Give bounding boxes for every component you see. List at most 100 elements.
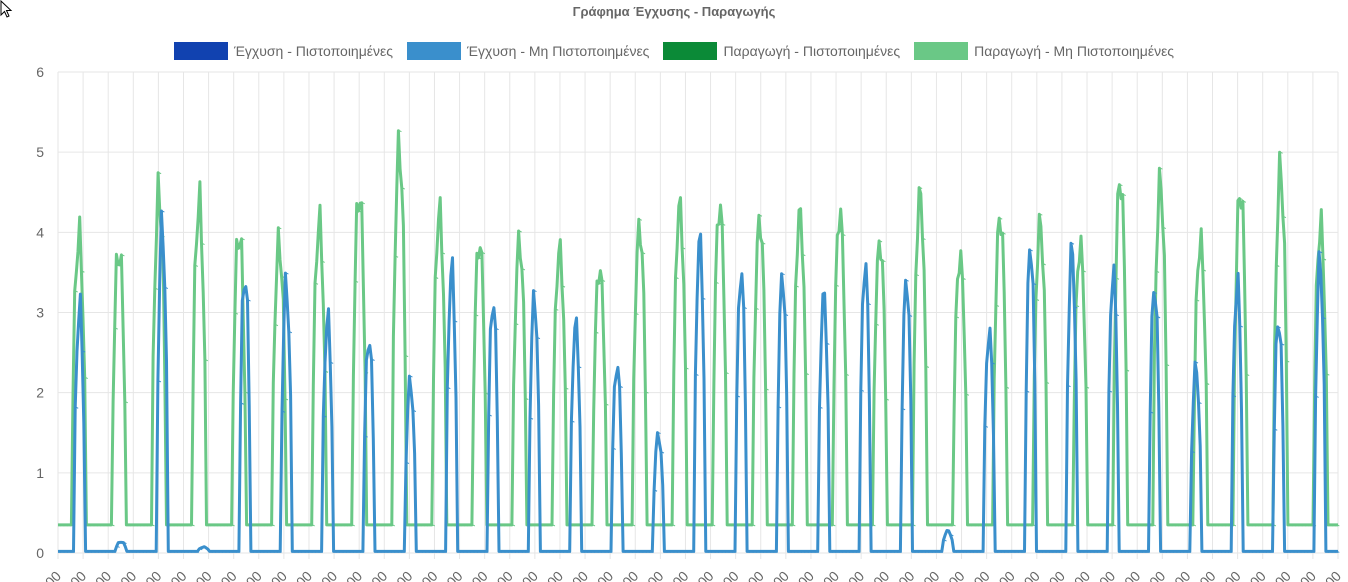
data-point-production-uncertified xyxy=(599,282,602,285)
data-point-production-uncertified xyxy=(178,524,182,527)
data-point-injection-uncertified xyxy=(1116,314,1119,317)
data-point-injection-uncertified xyxy=(458,550,461,553)
x-tick-label: 00 xyxy=(418,568,440,582)
legend-item-production-uncertified[interactable]: Παραγωγή - Μη Πιστοποιημένες xyxy=(914,42,1174,60)
data-point-production-uncertified xyxy=(512,524,516,527)
data-point-injection-uncertified xyxy=(306,550,310,553)
data-point-production-uncertified xyxy=(389,524,392,527)
data-point-injection-uncertified xyxy=(158,380,162,383)
data-point-injection-uncertified xyxy=(465,550,468,553)
data-point-production-uncertified xyxy=(949,524,953,527)
data-point-production-uncertified xyxy=(1156,270,1160,273)
data-point-injection-uncertified xyxy=(444,550,448,553)
data-point-production-uncertified xyxy=(1196,299,1200,302)
data-point-injection-uncertified xyxy=(1257,550,1261,553)
x-tick-label: 00 xyxy=(719,568,741,582)
data-point-injection-uncertified xyxy=(637,550,641,553)
data-point-production-uncertified xyxy=(375,524,379,527)
data-point-injection-uncertified xyxy=(434,550,437,553)
data-point-injection-uncertified xyxy=(310,550,313,553)
x-tick-label: 00 xyxy=(368,568,390,582)
data-point-injection-uncertified xyxy=(89,550,93,553)
data-point-production-uncertified xyxy=(399,130,402,133)
data-point-production-uncertified xyxy=(295,524,299,527)
data-point-injection-uncertified xyxy=(1023,550,1026,553)
data-point-production-uncertified xyxy=(819,524,823,527)
data-point-injection-uncertified xyxy=(175,550,179,553)
data-point-injection-uncertified xyxy=(871,550,875,553)
data-point-production-uncertified xyxy=(546,524,549,527)
data-point-production-uncertified xyxy=(202,243,205,246)
data-point-production-uncertified xyxy=(462,524,466,527)
data-point-injection-uncertified xyxy=(379,550,382,553)
data-point-production-uncertified xyxy=(566,387,569,390)
data-point-production-uncertified xyxy=(312,524,315,527)
data-point-injection-uncertified xyxy=(237,550,241,553)
data-point-production-uncertified xyxy=(773,524,776,527)
data-point-production-uncertified xyxy=(659,524,663,527)
data-point-injection-uncertified xyxy=(186,550,189,553)
data-point-production-uncertified xyxy=(629,524,632,527)
legend-item-injection-certified[interactable]: Έγχυση - Πιστοποιημένες xyxy=(173,42,393,60)
data-point-production-uncertified xyxy=(1226,524,1230,527)
data-point-injection-uncertified xyxy=(1030,249,1033,252)
data-point-production-uncertified xyxy=(62,524,65,527)
data-point-injection-uncertified xyxy=(1178,550,1182,553)
y-tick-label: 3 xyxy=(36,305,44,321)
legend-item-production-certified[interactable]: Παραγωγή - Πιστοποιημένες xyxy=(663,42,900,60)
data-point-production-uncertified xyxy=(853,524,856,527)
data-point-production-uncertified xyxy=(789,524,793,527)
data-point-injection-uncertified xyxy=(823,293,827,296)
data-point-production-uncertified xyxy=(639,218,642,221)
y-tick-label: 6 xyxy=(36,64,44,80)
x-tick-label: 00 xyxy=(117,568,139,582)
data-point-injection-uncertified xyxy=(644,550,647,553)
x-tick-label: 00 xyxy=(845,568,867,582)
data-point-injection-uncertified xyxy=(627,550,630,553)
data-point-production-uncertified xyxy=(285,398,289,401)
data-point-production-uncertified xyxy=(1003,232,1006,235)
data-point-injection-uncertified xyxy=(771,550,775,553)
data-point-production-uncertified xyxy=(449,524,452,527)
data-point-injection-uncertified xyxy=(1164,550,1168,553)
data-point-injection-uncertified xyxy=(286,272,289,275)
x-tick-label: 00 xyxy=(1297,568,1319,582)
data-point-injection-uncertified xyxy=(675,550,678,553)
x-tick-label: 00 xyxy=(996,568,1018,582)
data-point-production-uncertified xyxy=(1046,381,1050,384)
x-tick-label: 00 xyxy=(569,568,591,582)
data-point-injection-uncertified xyxy=(455,320,458,323)
data-point-injection-uncertified xyxy=(1281,343,1285,346)
data-point-injection-uncertified xyxy=(716,550,720,553)
data-point-production-uncertified xyxy=(582,524,586,527)
data-point-injection-uncertified xyxy=(1168,550,1171,553)
x-tick-label: 00 xyxy=(594,568,616,582)
x-tick-label: 00 xyxy=(694,568,716,582)
data-point-injection-uncertified xyxy=(747,550,751,553)
data-point-production-uncertified xyxy=(158,172,162,175)
data-point-production-uncertified xyxy=(736,524,739,527)
data-point-injection-uncertified xyxy=(293,550,296,553)
x-tick-label: 00 xyxy=(1021,568,1043,582)
data-point-injection-uncertified xyxy=(392,550,396,553)
data-point-production-uncertified xyxy=(646,391,649,394)
data-point-production-uncertified xyxy=(522,268,526,271)
data-point-injection-uncertified xyxy=(100,550,103,553)
data-point-production-uncertified xyxy=(1180,524,1183,527)
data-point-injection-uncertified xyxy=(506,550,510,553)
data-point-production-uncertified xyxy=(903,524,906,527)
data-point-injection-uncertified xyxy=(96,550,100,553)
data-point-injection-uncertified xyxy=(889,550,892,553)
data-point-injection-uncertified xyxy=(313,550,317,553)
data-point-production-uncertified xyxy=(1060,524,1063,527)
data-point-injection-uncertified xyxy=(765,550,768,553)
data-point-production-uncertified xyxy=(1053,524,1056,527)
data-point-injection-uncertified xyxy=(806,550,809,553)
data-point-injection-uncertified xyxy=(1319,251,1323,254)
data-point-injection-uncertified xyxy=(1092,550,1095,553)
data-point-production-uncertified xyxy=(1133,524,1136,527)
data-point-injection-uncertified xyxy=(606,550,610,553)
legend-item-injection-uncertified[interactable]: Έγχυση - Μη Πιστοποιημένες xyxy=(407,42,649,60)
data-point-injection-uncertified xyxy=(885,550,889,553)
